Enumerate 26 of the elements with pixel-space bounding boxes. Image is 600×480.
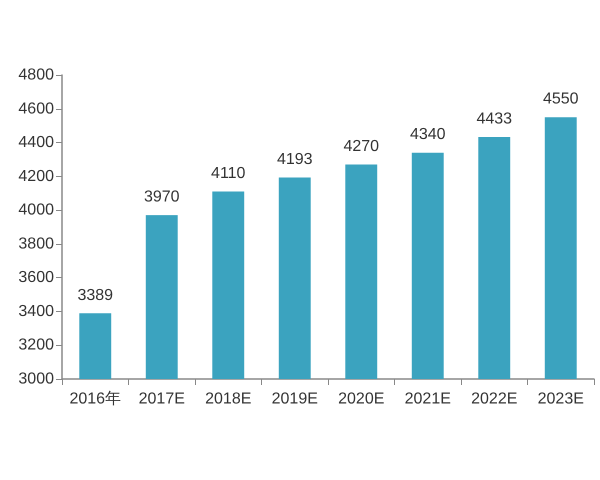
- data-label: 4110: [211, 165, 246, 182]
- y-tick-label: 4600: [18, 100, 54, 118]
- y-tick-label: 4200: [18, 168, 54, 185]
- y-tick-label: 3600: [18, 269, 54, 286]
- x-tick-label: 2016年: [69, 390, 122, 408]
- y-tick-label: 4000: [18, 202, 54, 219]
- data-label: 4550: [542, 90, 579, 108]
- x-tick-label: 2019E: [272, 390, 318, 408]
- y-tick-label: 3400: [18, 302, 54, 320]
- x-tick-label: 2023E: [538, 390, 584, 408]
- y-tick-label: 4800: [18, 66, 54, 84]
- data-label: 3389: [77, 286, 114, 304]
- y-tick-label: 3000: [18, 370, 54, 388]
- y-tick-label: 3800: [18, 235, 54, 252]
- data-label: 4340: [410, 126, 446, 144]
- data-label: 4270: [343, 138, 380, 156]
- x-tick-label: 2022E: [471, 390, 518, 408]
- x-tick-label: 2018E: [205, 390, 252, 408]
- x-tick-label: 2017E: [138, 390, 185, 408]
- data-label: 4433: [476, 110, 512, 128]
- x-tick-label: 2020E: [338, 390, 384, 408]
- data-label: 4193: [276, 151, 313, 168]
- data-label: 3970: [144, 188, 180, 206]
- y-tick-label: 3200: [18, 336, 54, 354]
- x-tick-label: 2021E: [404, 390, 451, 408]
- y-tick-label: 4400: [18, 134, 54, 152]
